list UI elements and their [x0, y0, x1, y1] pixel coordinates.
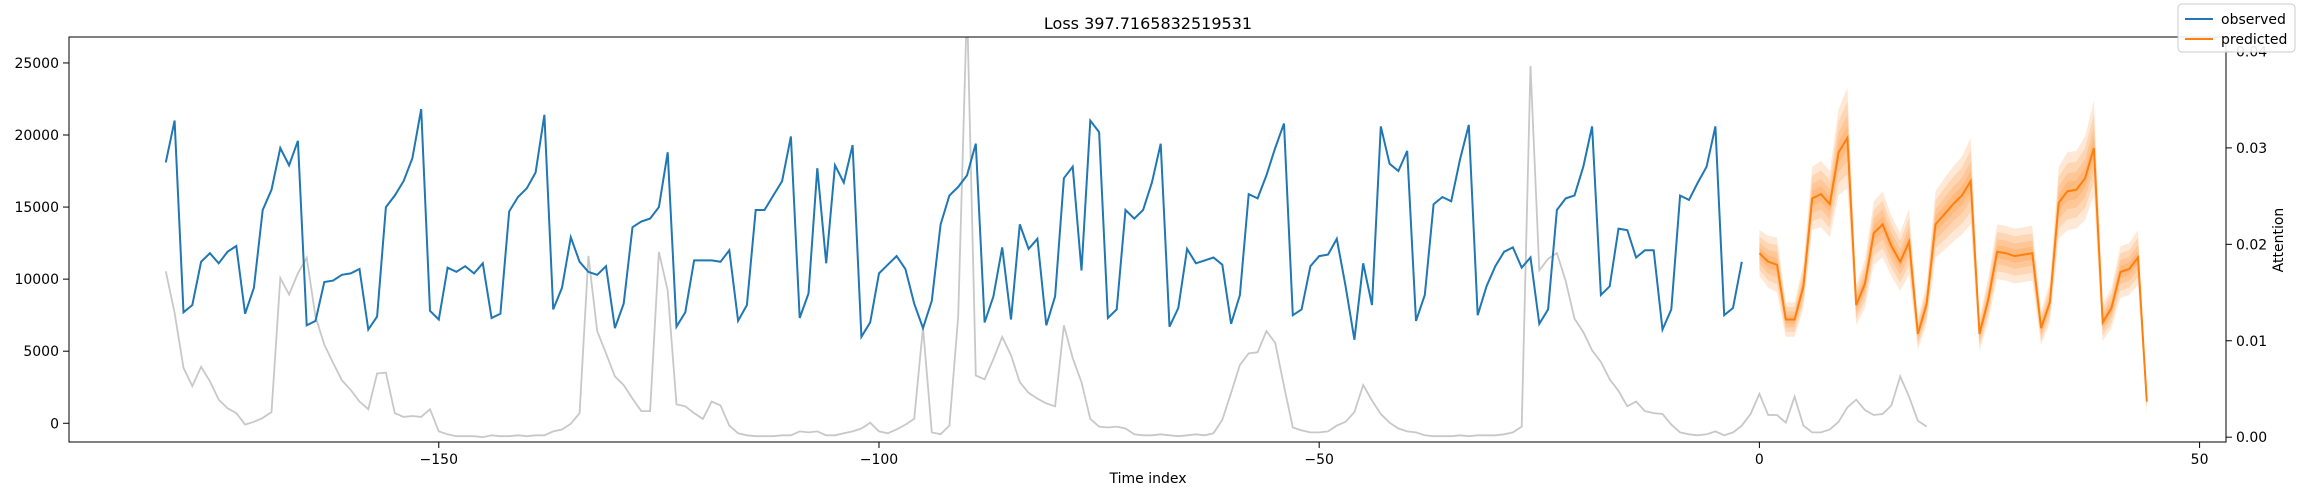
- y-tick-label: 10000: [14, 272, 59, 288]
- x-tick-label: 0: [1755, 452, 1764, 468]
- x-tick-label: −100: [860, 452, 898, 468]
- y2-tick-label: 0.02: [2236, 237, 2267, 253]
- legend-label-predicted: predicted: [2221, 32, 2287, 48]
- attention-line: [164, 37, 1928, 439]
- y-tick-label: 0: [50, 416, 59, 432]
- plot-area: [164, 37, 2148, 439]
- x-axis-label: Time index: [1108, 471, 1186, 487]
- plot-frame: [68, 36, 2227, 443]
- legend-label-observed: observed: [2221, 12, 2286, 28]
- observed-line: [164, 108, 1743, 341]
- chart-title: Loss 397.7165832519531: [1044, 14, 1252, 33]
- y-tick-label: 25000: [14, 56, 59, 72]
- x-tick-label: 50: [2191, 452, 2209, 468]
- y2-tick-label: 0.00: [2236, 430, 2267, 446]
- y-tick-label: 5000: [23, 344, 59, 360]
- x-tick-label: −50: [1304, 452, 1334, 468]
- y2-axis-label: Attention: [2271, 208, 2287, 273]
- axes: −150 −100 −50 0 50 0 5000 10000 15000 20000 25000 0…: [14, 36, 2267, 468]
- y2-tick-label: 0.01: [2236, 334, 2267, 350]
- y2-tick-label: 0.03: [2236, 141, 2267, 157]
- y-tick-label: 20000: [14, 128, 59, 144]
- predicted-line: [1758, 134, 2148, 402]
- y-tick-label: 15000: [14, 200, 59, 216]
- legend: observed predicted: [2177, 3, 2296, 53]
- x-tick-label: −150: [420, 452, 458, 468]
